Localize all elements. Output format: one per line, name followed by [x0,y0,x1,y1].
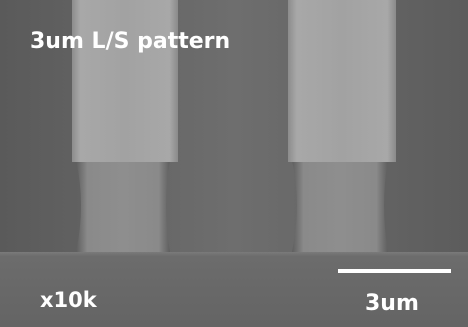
pillar-right [288,0,396,252]
scale-label: 3um [365,291,419,316]
pillar-top [288,0,396,162]
sem-image: 3um L/S pattern x10k 3um [0,0,468,327]
pillar-base [76,160,170,252]
pillar-base [292,160,388,252]
magnification: x10k [40,288,98,312]
page: {"title": "3um L/S pattern", "magnificat… [0,0,468,327]
title: 3um L/S pattern [30,29,230,54]
pillar-top [72,0,178,162]
